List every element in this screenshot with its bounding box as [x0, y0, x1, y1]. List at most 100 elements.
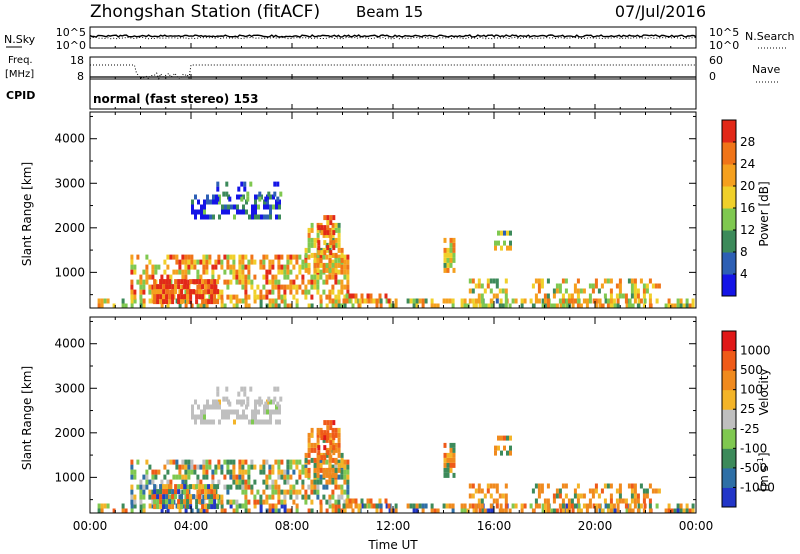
velocity-cell	[630, 493, 634, 499]
power-cell	[313, 267, 317, 273]
velocity-cell	[361, 503, 365, 509]
power-cell	[483, 288, 487, 294]
power-cell	[271, 279, 275, 285]
velocity-cell	[153, 504, 157, 510]
power-cell	[258, 191, 262, 197]
power-cell	[274, 279, 278, 285]
velocity-cell	[265, 484, 269, 490]
velocity-cell	[232, 499, 236, 505]
power-cell	[260, 214, 263, 220]
velocity-cell	[561, 508, 565, 514]
colorbar-tick-label: -25	[740, 422, 760, 436]
velocity-cell	[175, 459, 179, 465]
velocity-cell	[529, 503, 533, 509]
velocity-cell	[209, 404, 212, 410]
velocity-cell	[304, 494, 308, 500]
power-cell	[160, 303, 164, 309]
power-cell	[203, 204, 206, 210]
power-cell	[449, 247, 453, 253]
power-cell	[555, 288, 559, 294]
power-cell	[477, 293, 481, 299]
power-cell	[487, 303, 491, 309]
velocity-cell	[181, 474, 185, 480]
velocity-cell	[174, 489, 178, 495]
colorbar-tick-label: -100	[740, 441, 767, 455]
power-cell	[511, 298, 515, 304]
power-cell	[145, 254, 149, 260]
power-cell	[334, 222, 338, 228]
power-cell	[207, 289, 211, 295]
velocity-cell	[537, 488, 541, 494]
power-cell	[343, 294, 347, 300]
velocity-cell	[139, 494, 143, 500]
power-cell	[151, 284, 155, 290]
power-cell	[509, 230, 512, 236]
power-cell	[257, 214, 260, 220]
velocity-cell	[241, 469, 245, 475]
velocity-cell	[346, 469, 350, 475]
power-cell	[177, 284, 181, 290]
velocity-cell	[232, 474, 236, 480]
power-cell	[156, 294, 160, 300]
velocity-cell	[343, 469, 347, 475]
power-cell	[221, 209, 224, 215]
velocity-cell	[648, 503, 652, 509]
velocity-cell	[268, 469, 272, 475]
velocity-cell	[190, 459, 194, 465]
power-cell	[667, 303, 671, 309]
power-cell	[235, 294, 239, 300]
power-cell	[466, 303, 470, 309]
power-cell	[567, 293, 571, 299]
power-cell	[121, 298, 125, 304]
velocity-cell	[247, 479, 251, 485]
power-cell	[636, 293, 640, 299]
power-cell	[537, 288, 541, 294]
velocity-cell	[232, 459, 236, 465]
power-cell	[559, 303, 563, 309]
x-tick-label: 12:00	[376, 519, 411, 533]
velocity-cell	[630, 498, 634, 504]
power-cell	[316, 279, 320, 285]
power-colorbar-label: Power [dB]	[757, 181, 771, 246]
power-cell	[189, 289, 193, 295]
power-cell	[283, 303, 287, 309]
power-cell	[241, 274, 245, 280]
velocity-cell	[145, 474, 149, 480]
velocity-cell	[148, 503, 152, 509]
velocity-cell	[216, 504, 220, 510]
power-cell	[198, 294, 202, 300]
velocity-cell	[202, 459, 206, 465]
power-cell	[191, 199, 194, 205]
power-cell	[446, 257, 450, 263]
velocity-cell	[326, 420, 330, 426]
velocity-cell	[621, 498, 625, 504]
velocity-cell	[633, 503, 637, 509]
power-cell	[244, 279, 248, 285]
power-cell	[220, 303, 224, 309]
velocity-cell	[165, 504, 169, 510]
velocity-cell	[501, 508, 505, 514]
power-cell	[591, 283, 595, 289]
velocity-cell	[263, 409, 266, 415]
power-cell	[153, 299, 157, 305]
velocity-cell	[228, 401, 232, 407]
velocity-cell	[183, 499, 187, 505]
velocity-cell	[558, 503, 562, 509]
velocity-cell	[229, 499, 233, 505]
velocity-cell	[304, 457, 308, 463]
power-cell	[495, 278, 499, 284]
velocity-cell	[243, 391, 247, 397]
velocity-cell	[645, 493, 649, 499]
velocity-cell	[247, 469, 251, 475]
velocity-cell	[276, 386, 280, 392]
power-cell	[310, 303, 314, 309]
velocity-cell	[481, 508, 485, 514]
velocity-cell	[130, 508, 134, 514]
power-cell	[151, 289, 155, 295]
power-cell	[329, 250, 333, 256]
power-cell	[163, 259, 167, 265]
power-cell	[331, 284, 335, 290]
power-cell	[307, 232, 311, 238]
power-cell	[227, 209, 230, 215]
velocity-cell	[232, 464, 236, 470]
